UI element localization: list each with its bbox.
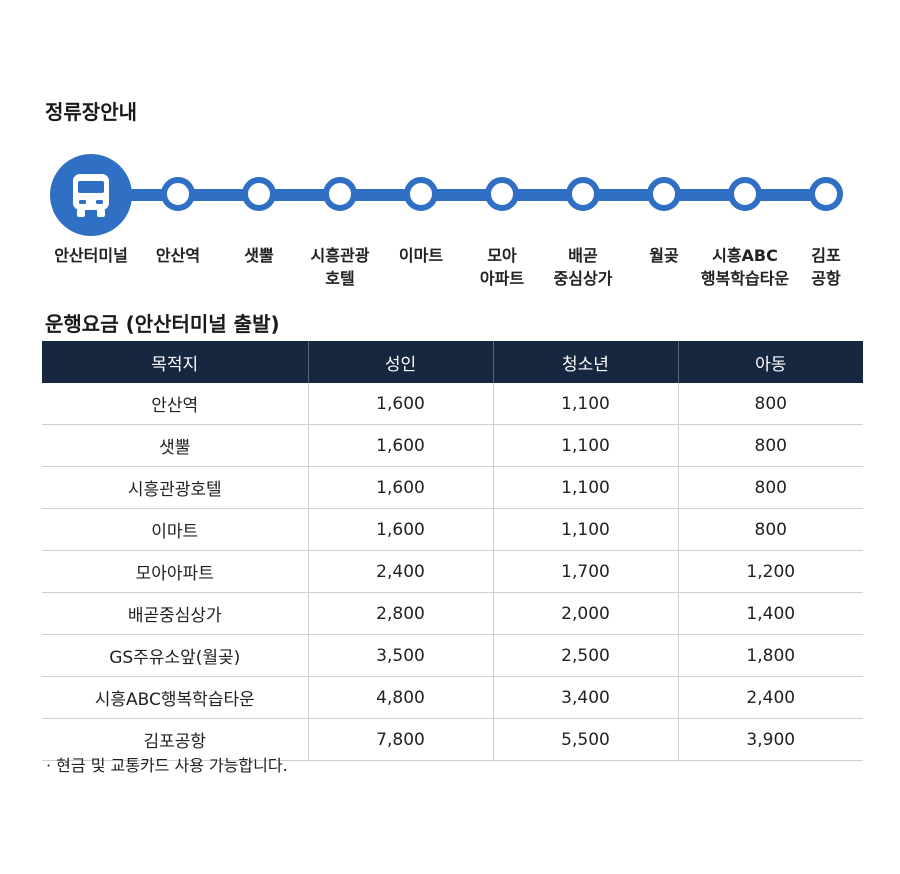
header-destination: 목적지 xyxy=(42,341,308,383)
cell-youth-fare: 3,400 xyxy=(492,676,678,719)
cell-youth-fare: 1,700 xyxy=(492,550,678,593)
cell-destination: 이마트 xyxy=(42,508,308,551)
stop-marker xyxy=(809,177,843,211)
cell-destination: 시흥관광호텔 xyxy=(42,466,308,509)
stop-label: 이마트 xyxy=(398,246,444,265)
cell-adult-fare: 1,600 xyxy=(307,508,493,551)
stop-label: 배곧 중심상가 xyxy=(553,246,613,288)
header-child: 아동 xyxy=(677,341,863,383)
cell-destination: 배곧중심상가 xyxy=(42,592,308,635)
stop-label: 월곶 xyxy=(649,246,679,265)
cell-child-fare: 1,400 xyxy=(677,592,863,635)
cell-child-fare: 800 xyxy=(677,508,863,551)
terminal-marker xyxy=(50,154,132,236)
route-line xyxy=(92,189,827,201)
stop-marker xyxy=(485,177,519,211)
cell-child-fare: 2,400 xyxy=(677,676,863,719)
fare-section-title: 운행요금 (안산터미널 출발) xyxy=(45,312,280,336)
stop-label: 시흥관광 호텔 xyxy=(310,246,370,288)
cell-child-fare: 800 xyxy=(677,383,863,425)
table-row: 샛뿔 1,600 1,100 800 xyxy=(42,424,863,467)
header-youth: 청소년 xyxy=(492,341,678,383)
stop-marker xyxy=(323,177,357,211)
stop-marker xyxy=(242,177,276,211)
fare-header-row: 목적지 성인 청소년 아동 xyxy=(42,341,863,383)
stop-marker xyxy=(161,177,195,211)
stop-marker xyxy=(728,177,762,211)
stop-marker xyxy=(566,177,600,211)
cell-child-fare: 800 xyxy=(677,466,863,509)
cell-child-fare: 800 xyxy=(677,424,863,467)
stop-marker xyxy=(404,177,438,211)
cell-adult-fare: 4,800 xyxy=(307,676,493,719)
stop-label: 안산터미널 xyxy=(54,246,128,265)
cell-adult-fare: 2,400 xyxy=(307,550,493,593)
cell-youth-fare: 2,500 xyxy=(492,634,678,677)
cell-adult-fare: 1,600 xyxy=(307,424,493,467)
stop-label: 김포 공항 xyxy=(811,246,841,288)
table-row: 안산역 1,600 1,100 800 xyxy=(42,383,863,425)
table-row: 시흥관광호텔 1,600 1,100 800 xyxy=(42,466,863,509)
stop-label: 모아 아파트 xyxy=(479,246,525,288)
table-row: 이마트 1,600 1,100 800 xyxy=(42,508,863,551)
cell-adult-fare: 1,600 xyxy=(307,466,493,509)
table-row: 시흥ABC행복학습타운 4,800 3,400 2,400 xyxy=(42,676,863,719)
cell-youth-fare: 1,100 xyxy=(492,424,678,467)
cell-destination: 모아아파트 xyxy=(42,550,308,593)
cell-child-fare: 3,900 xyxy=(677,718,863,761)
stops-section-title: 정류장안내 xyxy=(45,100,137,124)
cell-destination: GS주유소앞(월곶) xyxy=(42,634,308,677)
stop-label: 안산역 xyxy=(155,246,201,265)
cell-adult-fare: 1,600 xyxy=(307,383,493,425)
cell-youth-fare: 1,100 xyxy=(492,383,678,425)
cell-adult-fare: 2,800 xyxy=(307,592,493,635)
table-row: GS주유소앞(월곶) 3,500 2,500 1,800 xyxy=(42,634,863,677)
cell-child-fare: 1,200 xyxy=(677,550,863,593)
table-row: 모아아파트 2,400 1,700 1,200 xyxy=(42,550,863,593)
stop-label: 샛뿔 xyxy=(244,246,274,265)
cell-youth-fare: 1,100 xyxy=(492,466,678,509)
payment-note: · 현금 및 교통카드 사용 가능합니다. xyxy=(46,756,288,775)
table-row: 김포공항 7,800 5,500 3,900 xyxy=(42,718,863,761)
cell-destination: 안산역 xyxy=(42,383,308,425)
route-map: 안산터미널 안산역 샛뿔 시흥관광 호텔 이마트 모아 아파트 배곧 중심상가 … xyxy=(0,150,900,290)
stop-marker xyxy=(647,177,681,211)
bus-icon xyxy=(73,174,109,217)
cell-adult-fare: 7,800 xyxy=(307,718,493,761)
cell-youth-fare: 2,000 xyxy=(492,592,678,635)
cell-child-fare: 1,800 xyxy=(677,634,863,677)
table-row: 배곧중심상가 2,800 2,000 1,400 xyxy=(42,592,863,635)
cell-destination: 김포공항 xyxy=(42,718,308,761)
fare-table: 목적지 성인 청소년 아동 안산역 1,600 1,100 800 샛뿔 1,6… xyxy=(42,341,863,761)
cell-youth-fare: 1,100 xyxy=(492,508,678,551)
cell-youth-fare: 5,500 xyxy=(492,718,678,761)
cell-adult-fare: 3,500 xyxy=(307,634,493,677)
cell-destination: 샛뿔 xyxy=(42,424,308,467)
header-adult: 성인 xyxy=(307,341,493,383)
stop-label: 시흥ABC 행복학습타운 xyxy=(700,246,790,288)
cell-destination: 시흥ABC행복학습타운 xyxy=(42,676,308,719)
